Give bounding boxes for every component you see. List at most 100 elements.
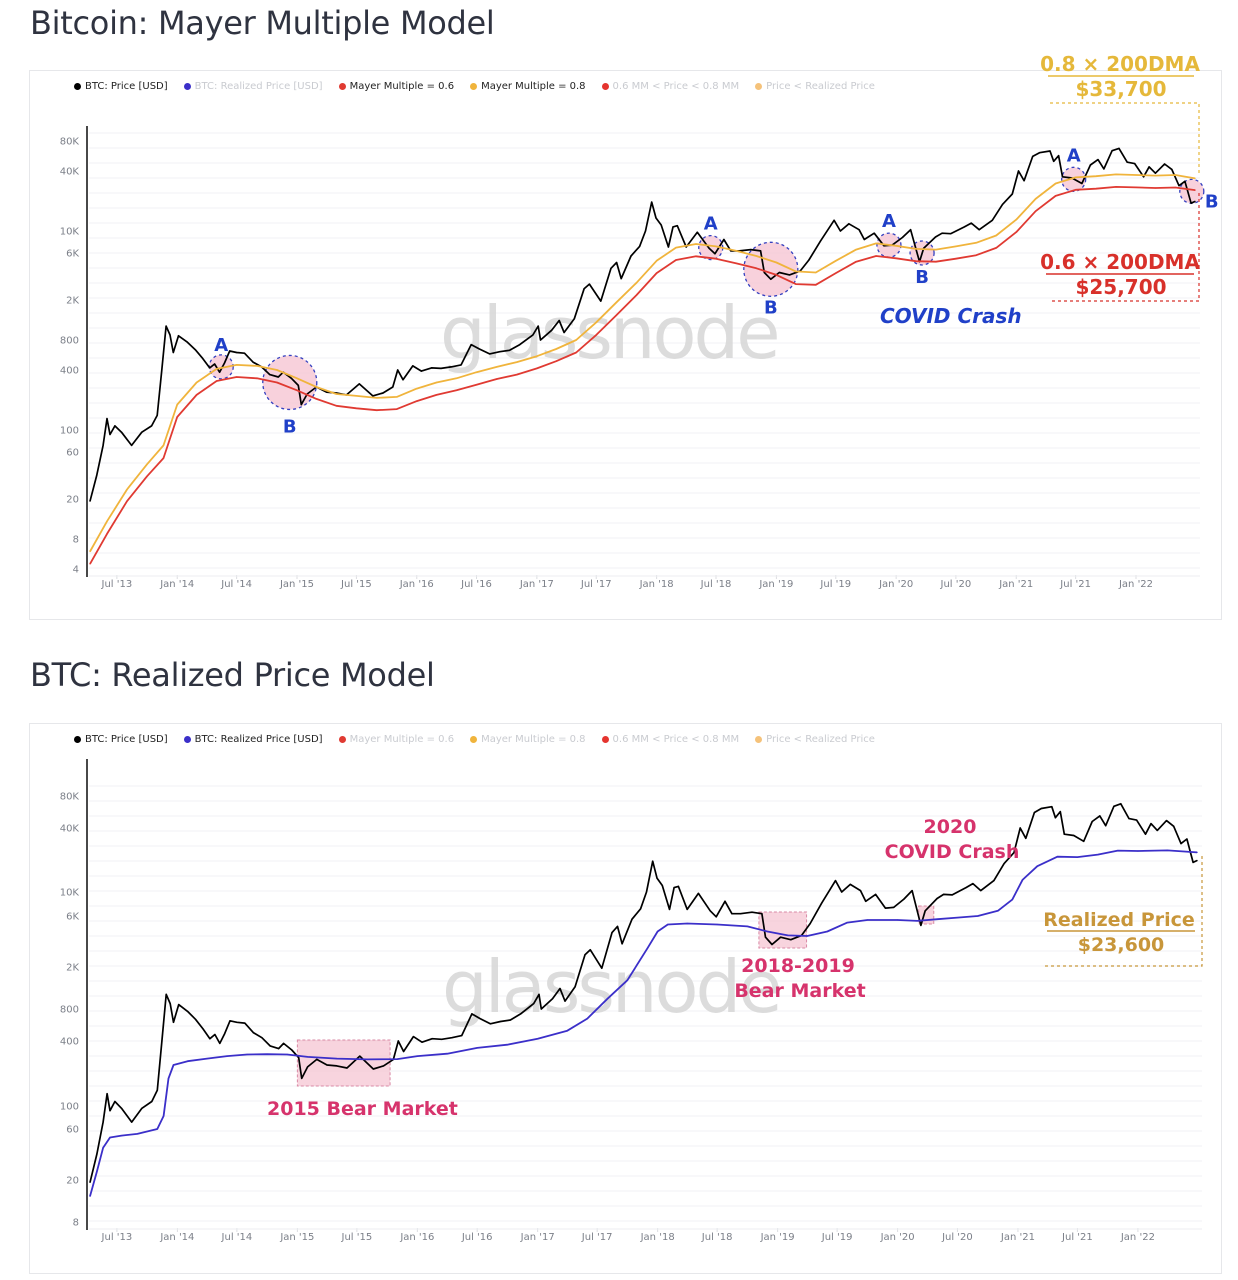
- data-point: [392, 386, 394, 388]
- data-point: [536, 355, 538, 357]
- data-point: [355, 395, 357, 397]
- legend-item[interactable]: 0.6 MM < Price < 0.8 MM: [601, 734, 739, 745]
- data-point: [1025, 837, 1027, 839]
- data-point: [555, 360, 557, 362]
- data-point: [636, 294, 638, 296]
- data-point: [194, 1018, 197, 1020]
- data-point: [307, 1056, 309, 1058]
- data-point: [1117, 850, 1119, 852]
- data-point: [764, 936, 767, 938]
- legend-label: BTC: Price [USD]: [85, 81, 168, 92]
- data-point: [995, 247, 997, 249]
- data-point: [1023, 180, 1025, 182]
- data-point: [675, 259, 677, 261]
- data-point: [1076, 856, 1078, 858]
- annotation-label-b: B: [283, 416, 297, 437]
- data-point: [538, 993, 540, 995]
- data-point: [1173, 825, 1175, 827]
- data-point: [141, 1107, 143, 1109]
- data-point: [416, 388, 418, 390]
- data-point: [223, 362, 226, 364]
- data-point: [865, 900, 867, 902]
- data-point: [209, 1038, 211, 1040]
- legend-label: BTC: Realized Price [USD]: [194, 81, 323, 92]
- data-point: [102, 1147, 104, 1149]
- x-tick-label: Jan '18: [639, 579, 674, 590]
- legend-item[interactable]: Mayer Multiple = 0.6: [338, 734, 455, 745]
- legend-label: Mayer Multiple = 0.6: [349, 734, 455, 745]
- x-tick-label: Jan '14: [159, 579, 194, 590]
- legend-item[interactable]: Mayer Multiple = 0.8: [470, 81, 586, 92]
- data-point: [1190, 202, 1192, 204]
- legend-item[interactable]: BTC: Realized Price [USD]: [183, 81, 323, 92]
- data-point: [315, 398, 317, 400]
- data-point: [1192, 861, 1194, 863]
- data-point: [509, 1019, 511, 1021]
- legend-item[interactable]: Price < Realized Price: [755, 734, 875, 745]
- data-point: [172, 1021, 175, 1023]
- legend-item[interactable]: Price < Realized Price: [755, 81, 875, 92]
- data-point: [724, 900, 726, 902]
- data-point: [1049, 150, 1051, 152]
- data-point: [109, 1110, 111, 1112]
- data-point: [916, 920, 918, 922]
- chart-1-panel: BTC: Price [USD] BTC: Realized Price [USD…: [29, 70, 1222, 620]
- data-point: [533, 1003, 535, 1005]
- data-point: [1035, 198, 1037, 200]
- data-point: [626, 979, 629, 981]
- data-point: [236, 364, 238, 366]
- y-tick-label: 2K: [66, 963, 79, 974]
- data-point: [1171, 168, 1173, 170]
- x-tick-label: Jul '15: [341, 1232, 373, 1243]
- data-point: [558, 319, 560, 322]
- data-point: [715, 916, 717, 918]
- x-tick-label: Jul '14: [221, 1232, 253, 1243]
- legend-item[interactable]: Mayer Multiple = 0.6: [338, 81, 454, 92]
- legend-dot-icon: [755, 736, 763, 743]
- data-point: [196, 394, 198, 396]
- legend-item[interactable]: BTC: Realized Price [USD]: [183, 734, 323, 745]
- data-point: [382, 1065, 385, 1067]
- data-point: [1036, 865, 1038, 867]
- legend-item[interactable]: Mayer Multiple = 0.8: [470, 734, 586, 745]
- data-point: [187, 1060, 189, 1062]
- y-tick-label: 20: [66, 1176, 79, 1187]
- data-point: [841, 891, 843, 893]
- data-point: [1055, 182, 1057, 185]
- covid-2020-label-line2: COVID Crash: [885, 841, 1020, 863]
- data-point: [1017, 170, 1020, 172]
- y-tick-label: 4: [73, 565, 79, 576]
- data-point: [1021, 879, 1024, 881]
- data-point: [202, 1028, 204, 1030]
- data-point: [884, 907, 887, 909]
- realized-price-value: $23,600: [1078, 934, 1165, 956]
- legend-item[interactable]: 0.6 MM < Price < 0.8 MM: [601, 81, 739, 92]
- data-point: [412, 1036, 414, 1038]
- data-point: [286, 1053, 288, 1056]
- data-point: [106, 418, 108, 420]
- data-point: [1148, 166, 1150, 168]
- x-tick-label: Jan '18: [640, 1232, 675, 1243]
- data-point: [178, 1004, 180, 1006]
- data-point: [1097, 159, 1099, 161]
- data-point: [229, 1020, 231, 1022]
- y-tick-label: 20: [66, 495, 79, 506]
- data-point: [355, 407, 357, 409]
- legend-dot-icon: [755, 83, 763, 90]
- data-point: [714, 253, 716, 255]
- y-tick-label: 6K: [66, 912, 79, 923]
- data-point: [431, 1038, 433, 1040]
- data-point: [941, 232, 943, 234]
- data-point: [631, 918, 633, 920]
- chart-2-title: BTC: Realized Price Model: [30, 656, 435, 694]
- legend-item[interactable]: BTC: Price [USD]: [74, 81, 168, 92]
- data-point: [1033, 811, 1035, 814]
- data-point: [131, 444, 133, 446]
- data-point: [266, 1053, 268, 1055]
- data-point: [301, 1077, 303, 1079]
- data-point: [283, 1042, 285, 1044]
- data-point: [358, 383, 360, 385]
- annotation-label-b: B: [764, 297, 778, 318]
- legend-item[interactable]: BTC: Price [USD]: [74, 734, 168, 745]
- y-tick-label: 800: [60, 336, 79, 347]
